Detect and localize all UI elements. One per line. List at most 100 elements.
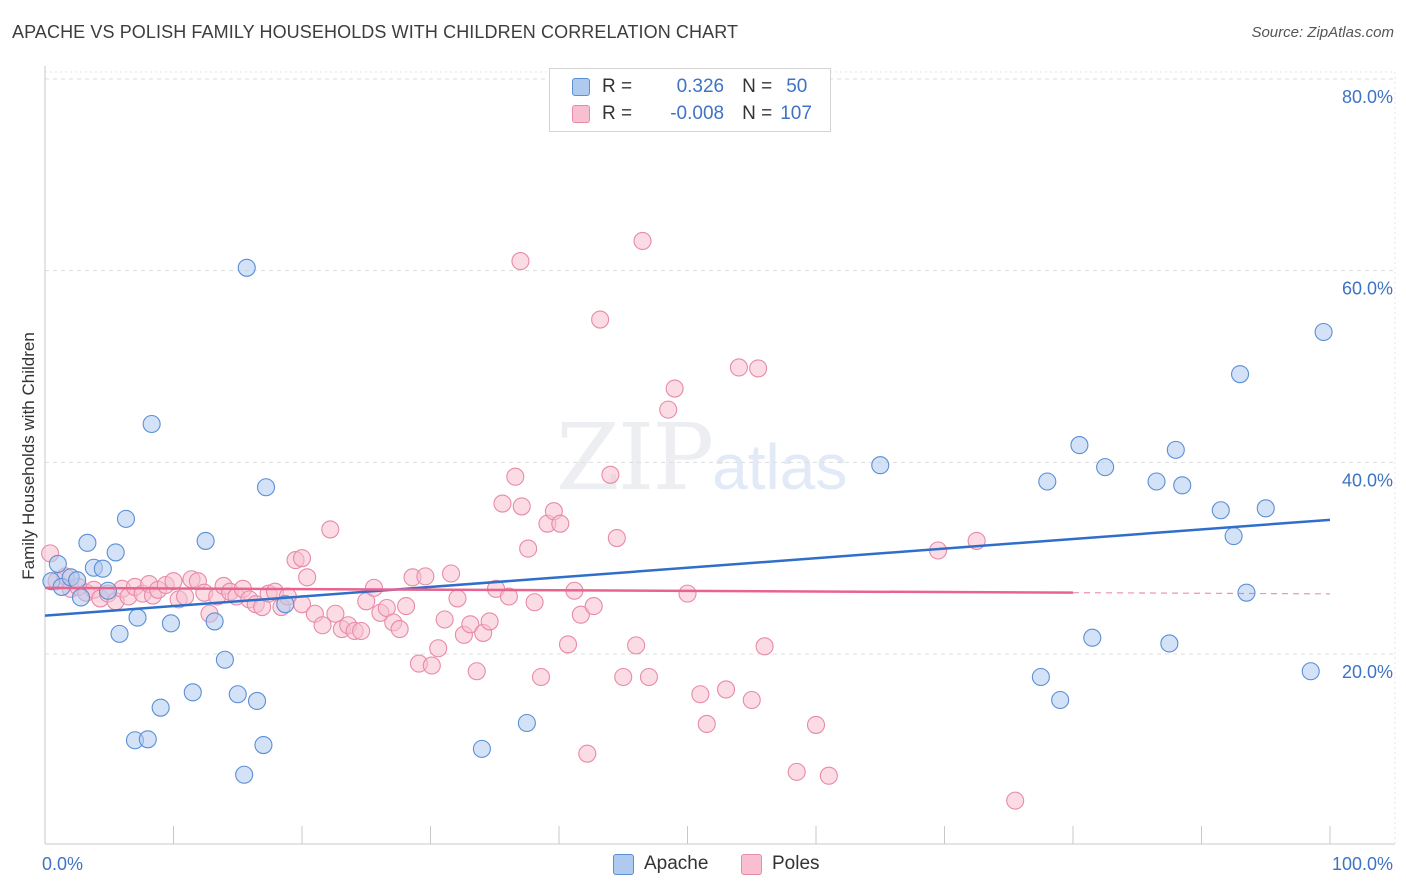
apache-point-20 (237, 258, 256, 277)
source-credit: Source: ZipAtlas.com (1251, 24, 1394, 41)
apache-point-28 (235, 765, 254, 784)
apache-point-15 (183, 683, 202, 702)
grid-lines (45, 71, 1396, 844)
poles-point-103 (819, 766, 838, 785)
apache-point-27 (151, 698, 170, 717)
x-tick-label-max: 100.0% (1332, 854, 1393, 874)
tick-marks (44, 826, 1331, 844)
apache-point-43 (1224, 527, 1243, 546)
poles-point-79 (558, 635, 578, 654)
poles-point-47 (352, 621, 371, 641)
poles-point-106 (1006, 791, 1025, 810)
bottom-legend-poles: Poles (741, 851, 820, 877)
poles-point-94 (691, 685, 710, 704)
poles-point-98 (742, 690, 761, 710)
poles-point-71 (506, 467, 525, 486)
poles-point-58 (422, 656, 441, 675)
poles-point-18 (164, 572, 183, 591)
poles-r-value: -0.008 (670, 103, 725, 124)
poles-point-93 (678, 584, 697, 603)
poles-point-84 (591, 310, 610, 329)
y-tick-label-40: 40.0% (1342, 470, 1393, 490)
poles-point-91 (659, 400, 678, 419)
watermark-zip: ZIP (556, 404, 714, 511)
apache-point-19 (228, 685, 247, 704)
apache-point-48 (1314, 322, 1333, 342)
poles-point-88 (627, 636, 646, 655)
poles-point-62 (448, 589, 467, 608)
apache-point-4 (68, 571, 87, 590)
poles-point-90 (639, 667, 659, 687)
apache-point-45 (1237, 583, 1256, 602)
apache-point-8 (93, 559, 112, 578)
poles-point-67 (480, 612, 499, 631)
apache-point-23 (256, 478, 276, 497)
apache-point-35 (1070, 436, 1089, 455)
poles-point-70 (499, 587, 518, 606)
apache-point-21 (247, 691, 267, 711)
apache-point-29 (472, 739, 491, 758)
apache-point-49 (98, 581, 118, 600)
poles-point-42 (321, 520, 340, 539)
apache-point-14 (161, 614, 180, 633)
poles-point-75 (531, 667, 551, 687)
apache-point-22 (254, 735, 273, 755)
y-tick-label-60: 60.0% (1342, 279, 1393, 299)
watermark-atlas: atlas (712, 431, 848, 503)
poles-point-39 (298, 568, 317, 587)
apache-point-12 (128, 608, 147, 627)
apache-point-6 (78, 533, 97, 552)
apache-point-9 (106, 543, 125, 562)
poles-point-61 (442, 564, 461, 583)
apache-point-1 (48, 554, 67, 573)
poles-point-78 (551, 514, 570, 533)
poles-point-69 (493, 494, 512, 513)
poles-point-53 (390, 620, 409, 639)
apache-point-17 (205, 612, 224, 631)
y-tick-label-20: 20.0% (1342, 662, 1393, 682)
poles-r-label: R = (602, 103, 633, 124)
apache-point-18 (215, 650, 234, 669)
poles-point-95 (697, 714, 716, 734)
apache-point-34 (1051, 690, 1070, 710)
poles-point-57 (416, 567, 435, 586)
apache-point-41 (1173, 476, 1192, 495)
apache-points (42, 258, 1333, 784)
poles-point-72 (512, 497, 531, 516)
apache-point-31 (871, 456, 890, 475)
poles-legend-swatch (741, 853, 762, 875)
poles-point-64 (461, 615, 480, 634)
poles-point-20 (176, 587, 195, 606)
poles-point-43 (326, 604, 345, 623)
poles-swatch (572, 105, 590, 123)
apache-trend-line (44, 518, 1331, 617)
apache-n-value: 50 (786, 76, 808, 97)
poles-point-65 (467, 662, 486, 681)
apache-point-32 (1031, 667, 1050, 687)
poles-point-86 (607, 528, 626, 548)
apache-point-38 (1147, 472, 1166, 491)
legend-row-apache: R = 0.326 N = 50 (572, 74, 807, 100)
apache-point-36 (1083, 628, 1102, 647)
apache-legend-swatch (613, 853, 634, 875)
poles-n-value: 107 (780, 103, 812, 124)
apache-point-40 (1166, 440, 1185, 459)
apache-r-label: R = (602, 76, 633, 97)
poles-point-99 (749, 359, 768, 378)
apache-point-37 (1096, 458, 1115, 477)
apache-point-44 (1231, 365, 1250, 384)
poles-point-41 (313, 616, 332, 635)
bottom-legend-apache: Apache (613, 851, 708, 877)
poles-point-81 (571, 605, 590, 624)
poles-point-49 (364, 578, 384, 597)
apache-point-30 (517, 713, 536, 733)
poles-point-92 (665, 379, 684, 398)
trend-lines (44, 518, 1331, 617)
chart-title: APACHE VS POLISH FAMILY HOUSEHOLDS WITH … (12, 22, 739, 42)
poles-point-96 (716, 680, 736, 699)
apache-point-47 (1301, 662, 1320, 681)
axis-labels: 20.0% 40.0% 60.0% 80.0% 0.0% 100.0% Family Hou… (19, 87, 1393, 874)
poles-point-85 (601, 465, 620, 484)
apache-point-46 (1256, 499, 1275, 518)
